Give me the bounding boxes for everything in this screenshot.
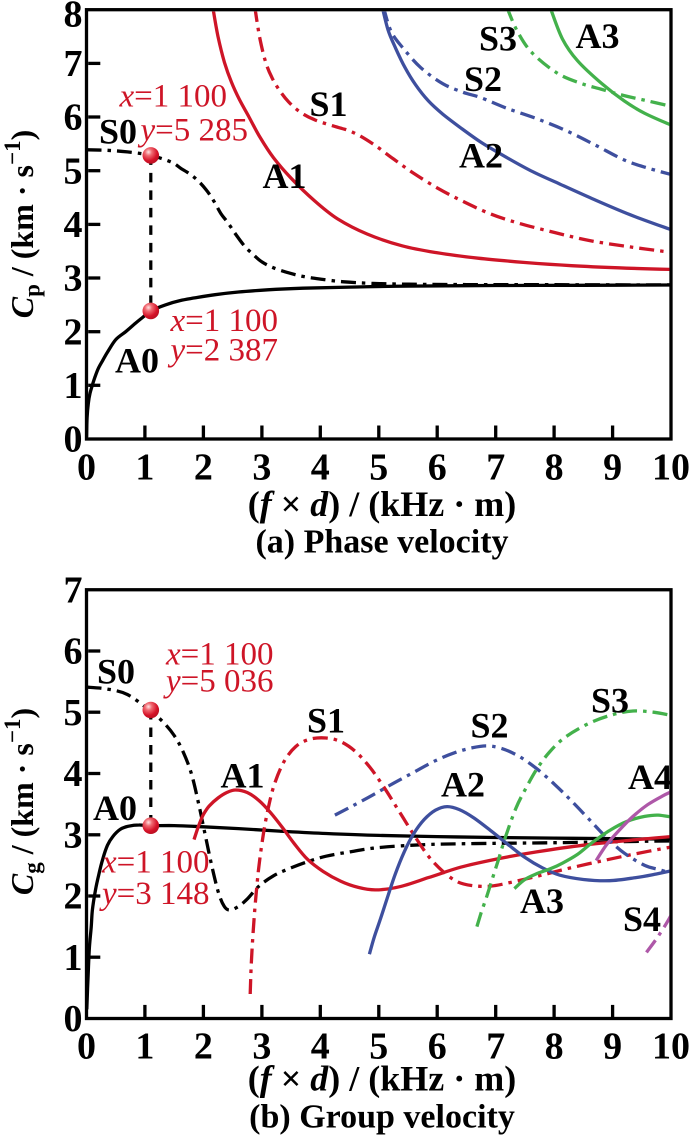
svg-text:A3: A3 bbox=[520, 881, 564, 921]
svg-text:1: 1 bbox=[135, 447, 154, 489]
svg-text:8: 8 bbox=[545, 447, 564, 489]
svg-text:8: 8 bbox=[545, 1026, 564, 1068]
svg-text:A0: A0 bbox=[115, 341, 159, 381]
svg-text:A1: A1 bbox=[221, 756, 265, 796]
svg-text:8: 8 bbox=[64, 0, 83, 36]
svg-text:Cp / (km · s−1): Cp / (km · s−1) bbox=[0, 130, 45, 319]
svg-text:2: 2 bbox=[194, 1026, 213, 1068]
svg-text:2: 2 bbox=[194, 447, 213, 489]
svg-text:5: 5 bbox=[369, 447, 388, 489]
svg-text:(f × d) / (kHz · m): (f × d) / (kHz · m) bbox=[248, 1059, 516, 1099]
svg-text:S0: S0 bbox=[97, 652, 135, 692]
svg-text:(b) Group velocity: (b) Group velocity bbox=[249, 1099, 515, 1136]
svg-text:0: 0 bbox=[77, 1026, 96, 1068]
svg-text:x=1 100: x=1 100 bbox=[165, 637, 274, 673]
svg-text:A0: A0 bbox=[93, 788, 137, 828]
svg-text:y=5 036: y=5 036 bbox=[163, 664, 274, 700]
svg-text:A1: A1 bbox=[263, 156, 307, 196]
svg-text:4: 4 bbox=[311, 447, 330, 489]
svg-text:0: 0 bbox=[64, 419, 83, 461]
svg-text:S3: S3 bbox=[591, 681, 629, 721]
svg-text:7: 7 bbox=[486, 1026, 505, 1068]
svg-text:0: 0 bbox=[64, 998, 83, 1040]
svg-text:A2: A2 bbox=[441, 765, 485, 805]
svg-text:10: 10 bbox=[652, 1026, 689, 1068]
svg-text:(a) Phase velocity: (a) Phase velocity bbox=[255, 524, 508, 561]
svg-text:6: 6 bbox=[64, 97, 83, 139]
svg-text:7: 7 bbox=[64, 569, 83, 611]
svg-text:6: 6 bbox=[428, 447, 447, 489]
svg-text:9: 9 bbox=[603, 1026, 622, 1068]
svg-text:0: 0 bbox=[77, 447, 96, 489]
svg-text:4: 4 bbox=[64, 204, 83, 246]
svg-text:2: 2 bbox=[64, 311, 83, 353]
svg-text:3: 3 bbox=[64, 258, 83, 300]
svg-text:5: 5 bbox=[64, 150, 83, 192]
svg-text:A4: A4 bbox=[628, 757, 672, 797]
svg-text:1: 1 bbox=[64, 937, 83, 979]
svg-text:4: 4 bbox=[64, 753, 83, 795]
svg-text:3: 3 bbox=[64, 814, 83, 856]
svg-text:y=3 148: y=3 148 bbox=[99, 876, 210, 912]
svg-text:10: 10 bbox=[652, 447, 689, 489]
svg-text:3: 3 bbox=[252, 447, 271, 489]
svg-text:x=1 100: x=1 100 bbox=[170, 303, 279, 339]
svg-text:7: 7 bbox=[486, 447, 505, 489]
svg-text:S3: S3 bbox=[479, 19, 517, 59]
svg-text:y=2 387: y=2 387 bbox=[168, 333, 279, 369]
svg-text:(f × d) / (kHz · m): (f × d) / (kHz · m) bbox=[248, 484, 516, 524]
svg-text:9: 9 bbox=[603, 447, 622, 489]
svg-text:x=1 100: x=1 100 bbox=[101, 845, 210, 881]
svg-text:3: 3 bbox=[252, 1026, 271, 1068]
svg-text:1: 1 bbox=[64, 365, 83, 407]
svg-text:y=5 285: y=5 285 bbox=[138, 113, 249, 149]
svg-text:7: 7 bbox=[64, 43, 83, 85]
svg-text:S0: S0 bbox=[99, 112, 137, 152]
svg-text:4: 4 bbox=[311, 1026, 330, 1068]
svg-text:S1: S1 bbox=[307, 701, 345, 741]
svg-text:A3: A3 bbox=[576, 16, 620, 56]
svg-text:S2: S2 bbox=[464, 59, 502, 99]
svg-text:5: 5 bbox=[64, 692, 83, 734]
svg-text:2: 2 bbox=[64, 876, 83, 918]
svg-text:S4: S4 bbox=[623, 899, 661, 939]
svg-text:S2: S2 bbox=[471, 706, 509, 746]
svg-text:A2: A2 bbox=[459, 136, 503, 176]
svg-text:5: 5 bbox=[369, 1026, 388, 1068]
svg-text:6: 6 bbox=[428, 1026, 447, 1068]
svg-text:1: 1 bbox=[135, 1026, 154, 1068]
svg-text:S1: S1 bbox=[310, 84, 348, 124]
svg-text:6: 6 bbox=[64, 631, 83, 673]
svg-text:x=1 100: x=1 100 bbox=[119, 79, 228, 115]
svg-text:Cg / (km · s−1): Cg / (km · s−1) bbox=[0, 708, 45, 895]
